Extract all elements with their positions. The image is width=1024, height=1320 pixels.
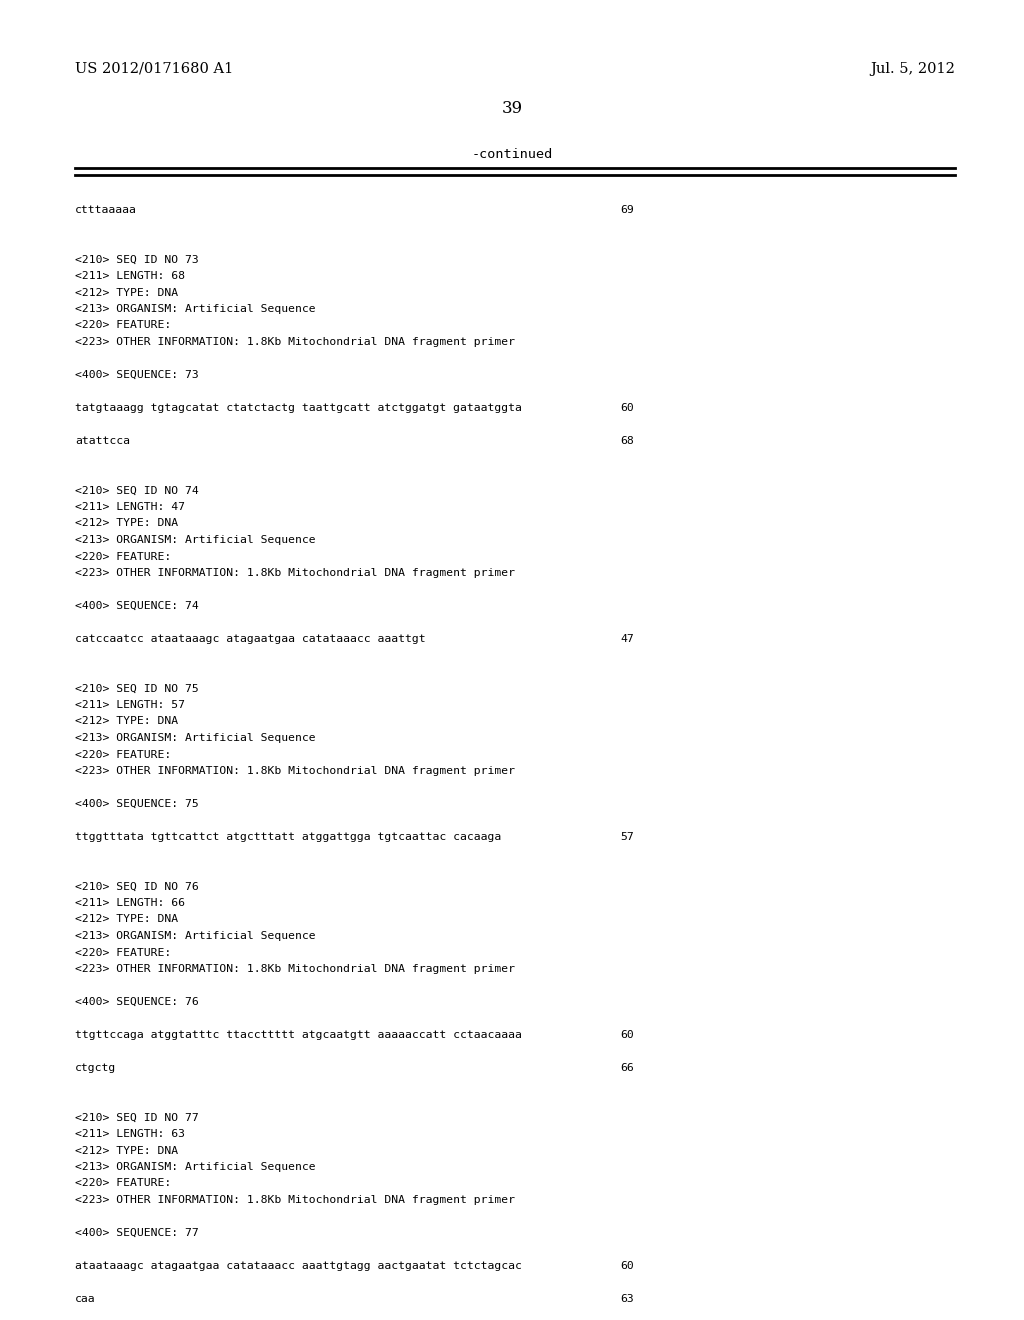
Text: 57: 57: [620, 832, 634, 842]
Text: 69: 69: [620, 205, 634, 215]
Text: <212> TYPE: DNA: <212> TYPE: DNA: [75, 519, 178, 528]
Text: <212> TYPE: DNA: <212> TYPE: DNA: [75, 915, 178, 924]
Text: 68: 68: [620, 436, 634, 446]
Text: <213> ORGANISM: Artificial Sequence: <213> ORGANISM: Artificial Sequence: [75, 1162, 315, 1172]
Text: catccaatcc ataataaagc atagaatgaa catataaacc aaattgt: catccaatcc ataataaagc atagaatgaa catataa…: [75, 634, 426, 644]
Text: <210> SEQ ID NO 77: <210> SEQ ID NO 77: [75, 1113, 199, 1122]
Text: <211> LENGTH: 66: <211> LENGTH: 66: [75, 898, 185, 908]
Text: <220> FEATURE:: <220> FEATURE:: [75, 948, 171, 957]
Text: <210> SEQ ID NO 75: <210> SEQ ID NO 75: [75, 684, 199, 693]
Text: <220> FEATURE:: <220> FEATURE:: [75, 750, 171, 759]
Text: ataataaagc atagaatgaa catataaacc aaattgtagg aactgaatat tctctagcac: ataataaagc atagaatgaa catataaacc aaattgt…: [75, 1261, 522, 1271]
Text: tatgtaaagg tgtagcatat ctatctactg taattgcatt atctggatgt gataatggta: tatgtaaagg tgtagcatat ctatctactg taattgc…: [75, 403, 522, 413]
Text: ctttaaaaa: ctttaaaaa: [75, 205, 137, 215]
Text: <220> FEATURE:: <220> FEATURE:: [75, 321, 171, 330]
Text: US 2012/0171680 A1: US 2012/0171680 A1: [75, 62, 233, 77]
Text: <213> ORGANISM: Artificial Sequence: <213> ORGANISM: Artificial Sequence: [75, 733, 315, 743]
Text: caa: caa: [75, 1294, 95, 1304]
Text: <400> SEQUENCE: 73: <400> SEQUENCE: 73: [75, 370, 199, 380]
Text: ttggtttata tgttcattct atgctttatt atggattgga tgtcaattac cacaaga: ttggtttata tgttcattct atgctttatt atggatt…: [75, 832, 502, 842]
Text: <223> OTHER INFORMATION: 1.8Kb Mitochondrial DNA fragment primer: <223> OTHER INFORMATION: 1.8Kb Mitochond…: [75, 964, 515, 974]
Text: 66: 66: [620, 1063, 634, 1073]
Text: 47: 47: [620, 634, 634, 644]
Text: <211> LENGTH: 63: <211> LENGTH: 63: [75, 1129, 185, 1139]
Text: <212> TYPE: DNA: <212> TYPE: DNA: [75, 1146, 178, 1155]
Text: <223> OTHER INFORMATION: 1.8Kb Mitochondrial DNA fragment primer: <223> OTHER INFORMATION: 1.8Kb Mitochond…: [75, 1195, 515, 1205]
Text: <220> FEATURE:: <220> FEATURE:: [75, 1179, 171, 1188]
Text: <211> LENGTH: 57: <211> LENGTH: 57: [75, 700, 185, 710]
Text: atattcca: atattcca: [75, 436, 130, 446]
Text: <213> ORGANISM: Artificial Sequence: <213> ORGANISM: Artificial Sequence: [75, 931, 315, 941]
Text: <220> FEATURE:: <220> FEATURE:: [75, 552, 171, 561]
Text: ttgttccaga atggtatttc ttaccttttt atgcaatgtt aaaaaccatt cctaacaaaa: ttgttccaga atggtatttc ttaccttttt atgcaat…: [75, 1030, 522, 1040]
Text: ctgctg: ctgctg: [75, 1063, 117, 1073]
Text: <400> SEQUENCE: 75: <400> SEQUENCE: 75: [75, 799, 199, 809]
Text: <212> TYPE: DNA: <212> TYPE: DNA: [75, 288, 178, 297]
Text: Jul. 5, 2012: Jul. 5, 2012: [870, 62, 955, 77]
Text: 63: 63: [620, 1294, 634, 1304]
Text: <400> SEQUENCE: 76: <400> SEQUENCE: 76: [75, 997, 199, 1007]
Text: <223> OTHER INFORMATION: 1.8Kb Mitochondrial DNA fragment primer: <223> OTHER INFORMATION: 1.8Kb Mitochond…: [75, 766, 515, 776]
Text: 39: 39: [502, 100, 522, 117]
Text: <211> LENGTH: 47: <211> LENGTH: 47: [75, 502, 185, 512]
Text: <211> LENGTH: 68: <211> LENGTH: 68: [75, 271, 185, 281]
Text: <400> SEQUENCE: 77: <400> SEQUENCE: 77: [75, 1228, 199, 1238]
Text: <210> SEQ ID NO 74: <210> SEQ ID NO 74: [75, 486, 199, 495]
Text: <400> SEQUENCE: 74: <400> SEQUENCE: 74: [75, 601, 199, 611]
Text: <210> SEQ ID NO 76: <210> SEQ ID NO 76: [75, 882, 199, 891]
Text: 60: 60: [620, 1030, 634, 1040]
Text: 60: 60: [620, 1261, 634, 1271]
Text: <213> ORGANISM: Artificial Sequence: <213> ORGANISM: Artificial Sequence: [75, 535, 315, 545]
Text: 60: 60: [620, 403, 634, 413]
Text: <210> SEQ ID NO 73: <210> SEQ ID NO 73: [75, 255, 199, 264]
Text: -continued: -continued: [471, 148, 553, 161]
Text: <212> TYPE: DNA: <212> TYPE: DNA: [75, 717, 178, 726]
Text: <223> OTHER INFORMATION: 1.8Kb Mitochondrial DNA fragment primer: <223> OTHER INFORMATION: 1.8Kb Mitochond…: [75, 337, 515, 347]
Text: <213> ORGANISM: Artificial Sequence: <213> ORGANISM: Artificial Sequence: [75, 304, 315, 314]
Text: <223> OTHER INFORMATION: 1.8Kb Mitochondrial DNA fragment primer: <223> OTHER INFORMATION: 1.8Kb Mitochond…: [75, 568, 515, 578]
